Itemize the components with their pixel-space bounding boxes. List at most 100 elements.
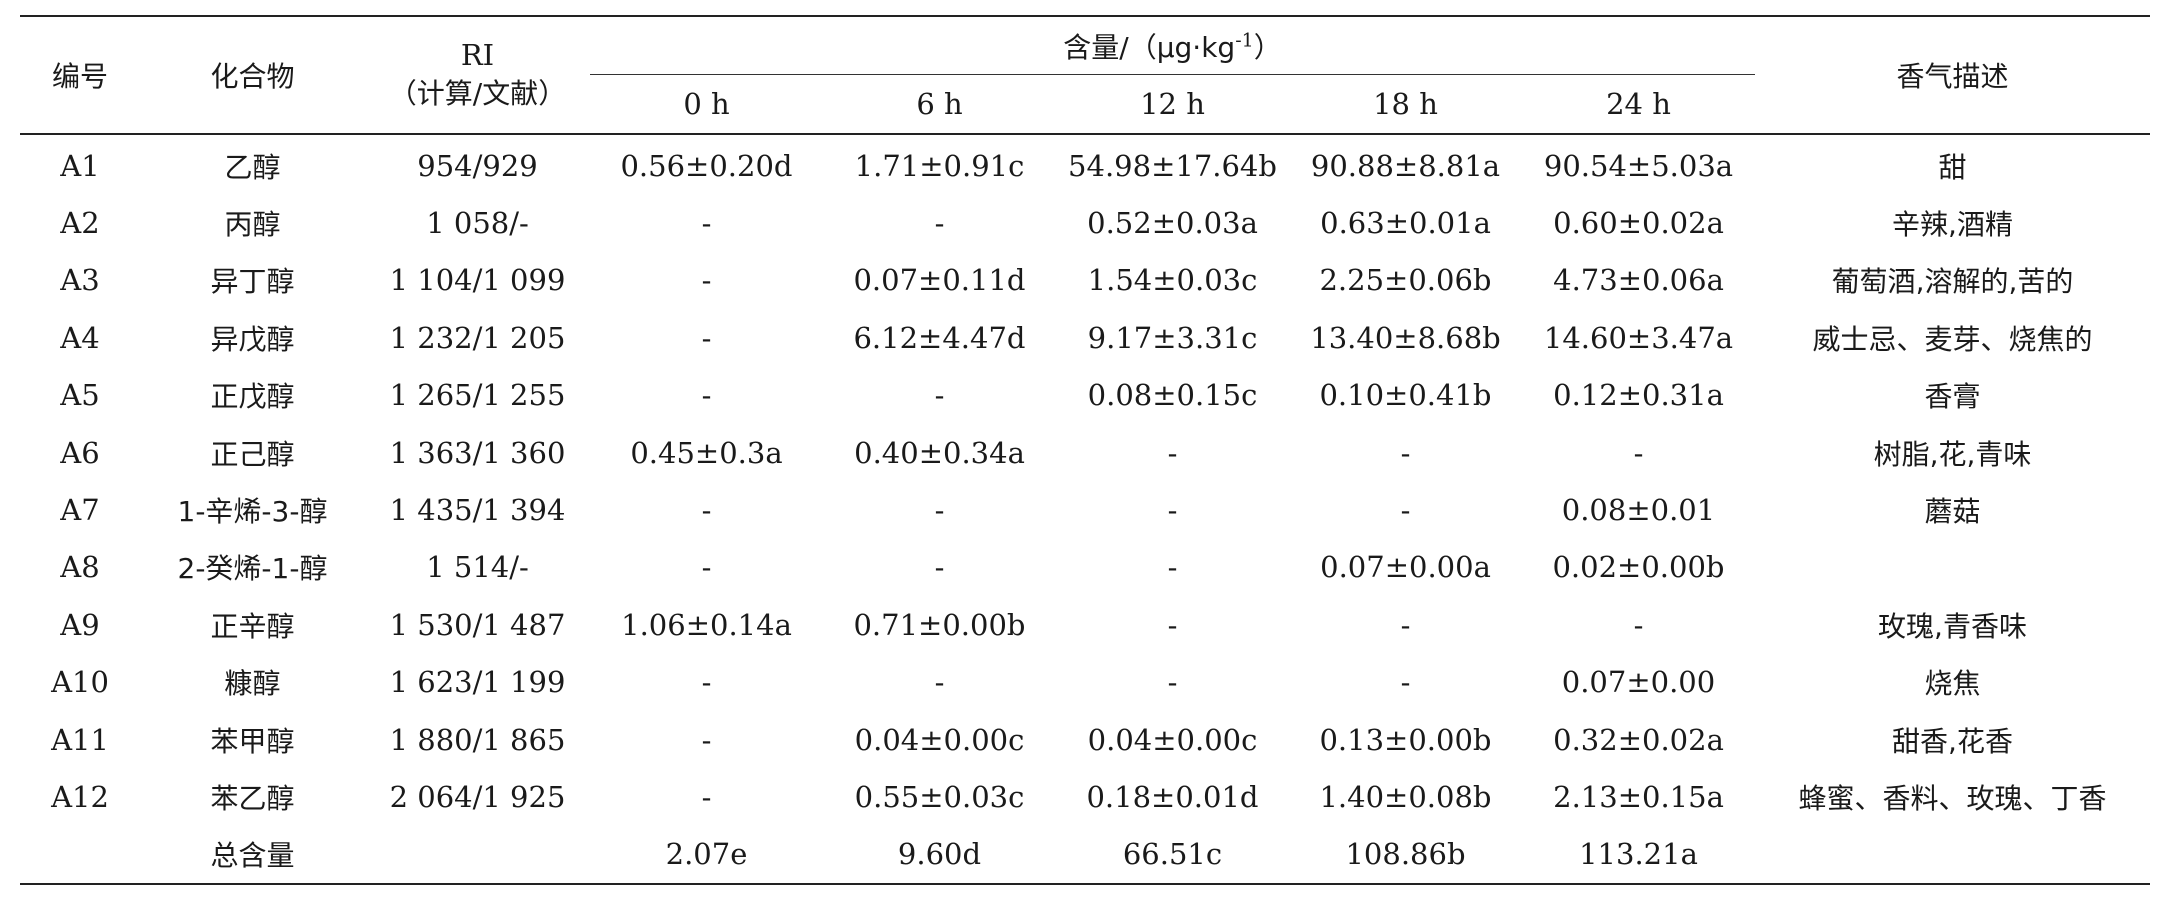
row-value-0: - (701, 550, 712, 585)
row-value-2: - (1167, 435, 1178, 470)
row-id: A2 (60, 206, 100, 241)
row-id: A12 (51, 779, 109, 814)
row-compound: 1-辛烯-3-醇 (177, 495, 328, 529)
header-time-3: 18 h (1289, 74, 1522, 135)
row-ri: 954/929 (417, 148, 538, 183)
row-value-1: 0.07±0.11d (853, 263, 1026, 298)
row-id: A5 (60, 378, 100, 413)
row-value-0: - (701, 206, 712, 241)
row-value-2: 9.17±3.31c (1087, 320, 1258, 355)
row-value-3: 1.40±0.08b (1319, 779, 1492, 814)
row-value-0: 1.06±0.14a (621, 607, 792, 642)
row-compound: 丙醇 (224, 208, 281, 242)
row-value-3: 2.25±0.06b (1319, 263, 1492, 298)
header-compound: 化合物 (140, 15, 365, 135)
row-value-1: 0.55±0.03c (854, 779, 1025, 814)
row-value-3: 0.10±0.41b (1319, 378, 1492, 413)
table-row: A11 苯甲醇 1 880/1 865 - 0.04±0.00c 0.04±0.00c 0.… (20, 711, 2150, 768)
table-row: A5 正戊醇 1 265/1 255 - - 0.08±0.15c 0.10±0.41b 0.… (20, 367, 2150, 424)
row-value-4: - (1633, 607, 1644, 642)
table-row: A4 异戊醇 1 232/1 205 - 6.12±4.47d 9.17±3.31c 13.… (20, 309, 2150, 366)
table-row: A3 异丁醇 1 104/1 099 - 0.07±0.11d 1.54±0.03c 2.2… (20, 252, 2150, 309)
row-aroma: 葡萄酒,溶解的,苦的 (1831, 265, 2074, 299)
table-row: A8 2-癸烯-1-醇 1 514/- - - - 0.07±0.00a 0.02±0.00b (20, 539, 2150, 596)
row-compound: 正戊醇 (210, 380, 295, 414)
row-value-2: - (1167, 607, 1178, 642)
row-ri: 1 514/- (426, 550, 529, 585)
header-ri: RI （计算/文献） (365, 15, 590, 135)
row-aroma: 烧焦 (1924, 667, 1981, 701)
table-row: A10 糠醇 1 623/1 199 - - - - 0.07±0.00 烧焦 (20, 654, 2150, 711)
row-ri: 1 265/1 255 (389, 378, 566, 413)
row-ri: 1 104/1 099 (389, 263, 566, 298)
total-ri (365, 825, 590, 886)
total-aroma (1755, 825, 2150, 886)
row-value-4: 0.12±0.31a (1553, 378, 1724, 413)
row-value-4: 0.60±0.02a (1553, 206, 1724, 241)
row-compound: 2-癸烯-1-醇 (177, 552, 328, 586)
row-value-4: - (1633, 435, 1644, 470)
header-aroma: 香气描述 (1755, 15, 2150, 135)
table-row: A9 正辛醇 1 530/1 487 1.06±0.14a 0.71±0.00b - - - 玫… (20, 596, 2150, 653)
total-value-4: 113.21a (1522, 825, 1755, 886)
row-value-2: 0.04±0.00c (1087, 722, 1258, 757)
row-compound: 异戊醇 (210, 322, 295, 356)
row-aroma: 甜 (1938, 150, 1967, 184)
row-value-1: 0.71±0.00b (853, 607, 1026, 642)
row-id: A1 (60, 148, 100, 183)
row-value-4: 0.08±0.01 (1561, 493, 1716, 528)
row-ri: 1 880/1 865 (389, 722, 566, 757)
row-compound: 正辛醇 (210, 609, 295, 643)
row-value-0: - (701, 722, 712, 757)
row-id: A11 (51, 722, 109, 757)
row-value-0: - (701, 263, 712, 298)
row-value-1: 6.12±4.47d (853, 320, 1026, 355)
row-ri: 1 435/1 394 (389, 493, 566, 528)
table-row: A12 苯乙醇 2 064/1 925 - 0.55±0.03c 0.18±0.01d 1.… (20, 768, 2150, 825)
row-ri: 1 232/1 205 (389, 320, 566, 355)
row-value-2: 1.54±0.03c (1087, 263, 1258, 298)
row-value-4: 0.32±0.02a (1553, 722, 1724, 757)
header-time-0: 0 h (590, 74, 823, 135)
row-value-2: 0.52±0.03a (1087, 206, 1258, 241)
row-value-4: 4.73±0.06a (1553, 263, 1724, 298)
row-aroma: 蜂蜜、香料、玫瑰、丁香 (1798, 781, 2107, 815)
row-value-0: - (701, 665, 712, 700)
row-value-2: - (1167, 550, 1178, 585)
total-value-1: 9.60d (823, 825, 1056, 886)
row-value-1: 0.40±0.34a (854, 435, 1025, 470)
row-id: A9 (60, 607, 100, 642)
row-compound: 苯乙醇 (210, 781, 295, 815)
row-compound: 乙醇 (224, 150, 281, 184)
row-aroma (1755, 539, 2150, 596)
row-value-0: - (701, 320, 712, 355)
row-compound: 糠醇 (224, 667, 281, 701)
row-value-4: 14.60±3.47a (1543, 320, 1734, 355)
row-value-0: - (701, 779, 712, 814)
table-row: A7 1-辛烯-3-醇 1 435/1 394 - - - - 0.08±0.01 蘑菇 (20, 481, 2150, 538)
row-value-3: 13.40±8.68b (1310, 320, 1501, 355)
row-value-3: - (1400, 493, 1411, 528)
header-time-2: 12 h (1056, 74, 1289, 135)
row-id: A8 (60, 550, 100, 585)
row-value-3: - (1400, 435, 1411, 470)
row-value-2: 0.18±0.01d (1086, 779, 1259, 814)
row-value-2: 54.98±17.64b (1068, 148, 1277, 183)
header-time-1: 6 h (823, 74, 1056, 135)
row-value-3: 90.88±8.81a (1310, 148, 1501, 183)
table-row: A1 乙醇 954/929 0.56±0.20d 1.71±0.91c 54.98±17.… (20, 134, 2150, 194)
row-value-2: - (1167, 493, 1178, 528)
row-value-1: - (934, 550, 945, 585)
total-value-2: 66.51c (1056, 825, 1289, 886)
table-row: A6 正己醇 1 363/1 360 0.45±0.3a 0.40±0.34a - - - 树脂… (20, 424, 2150, 481)
row-aroma: 玫瑰,青香味 (1878, 609, 2027, 643)
row-value-1: 1.71±0.91c (854, 148, 1025, 183)
row-id: A7 (60, 493, 100, 528)
row-value-4: 2.13±0.15a (1553, 779, 1724, 814)
header-ri-note: （计算/文献） (388, 77, 567, 110)
row-compound: 苯甲醇 (210, 724, 295, 758)
row-ri: 2 064/1 925 (389, 779, 566, 814)
row-ri: 1 363/1 360 (389, 435, 566, 470)
row-value-0: 0.45±0.3a (630, 435, 783, 470)
